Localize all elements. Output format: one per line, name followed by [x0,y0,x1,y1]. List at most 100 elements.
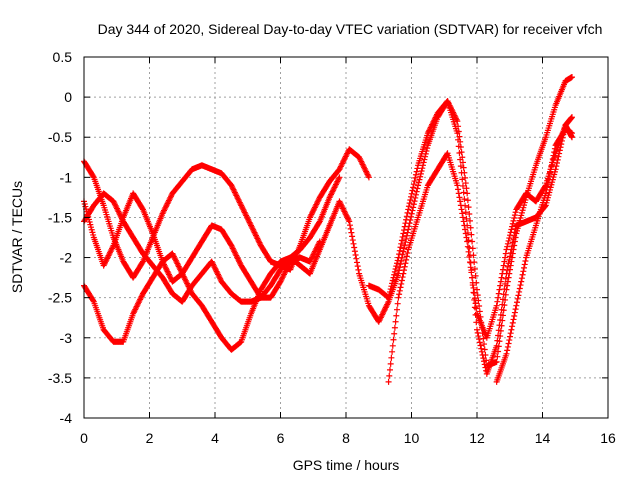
data-point [459,182,466,189]
data-point [498,322,505,329]
data-point [412,171,419,178]
data-point [409,187,416,194]
data-point [417,170,424,177]
data-point [462,180,469,187]
data-point [481,346,488,353]
data-point [410,181,417,188]
x-axis-label: GPS time / hours [293,457,400,473]
data-point [396,251,403,258]
data-point [421,156,428,163]
data-point [473,305,480,312]
data-point [504,343,511,350]
data-point [459,210,466,217]
data-point [463,234,470,241]
data-point [549,155,556,162]
data-point [474,286,480,293]
data-point [506,337,513,344]
data-point [353,255,360,262]
data-point [455,123,462,130]
data-point [410,204,417,211]
data-point [471,266,478,273]
data-point [458,206,465,213]
data-point [457,198,464,205]
data-point [390,336,397,343]
data-point [407,196,414,203]
data-point [507,229,514,236]
data-point [414,165,421,172]
data-point [542,190,549,197]
data-point [391,268,398,275]
data-point [404,229,411,236]
data-point [461,222,468,229]
data-point [455,186,462,193]
data-point [460,189,467,196]
series-track-2 [81,146,372,281]
data-point [481,341,488,348]
data-point [404,249,411,256]
data-point [386,372,393,379]
data-point [400,230,407,237]
data-point [470,252,477,259]
data-point [387,360,394,367]
data-point [401,227,408,234]
data-point [471,295,478,302]
data-point [548,162,555,169]
data-point [393,263,400,270]
data-point [475,333,482,340]
data-point [404,209,411,216]
data-point [466,211,473,218]
data-point [463,185,470,192]
data-point [551,145,558,152]
data-point [393,306,400,313]
data-point [511,242,518,249]
data-point [518,278,525,285]
data-point [403,253,410,260]
data-point [549,159,556,166]
y-tick-label: -2 [60,250,73,266]
x-tick-label: 2 [146,430,154,446]
y-tick-label: -0.5 [48,129,72,145]
data-point [401,245,408,252]
data-point [506,333,513,340]
data-point [509,223,516,230]
data-point [387,286,394,293]
data-point [499,312,506,319]
data-point [545,176,552,183]
y-tick-label: 0.5 [53,49,73,65]
y-tick-label: -3.5 [48,370,72,386]
data-point [555,153,562,160]
data-point [505,340,512,347]
data-point [469,279,476,286]
series-track-1 [81,222,333,353]
data-marks [81,74,575,385]
data-point [476,339,483,346]
data-point [351,248,358,255]
data-point [543,186,550,193]
data-point [454,118,461,125]
data-point [399,233,406,240]
data-point [316,238,323,245]
data-point [509,319,516,326]
data-point [392,266,399,273]
data-point [389,280,396,287]
data-point [468,269,475,276]
data-point [497,278,504,285]
data-point [556,147,563,154]
data-point [501,258,508,265]
data-point [505,237,512,244]
data-point [396,287,403,294]
data-point [386,366,393,373]
data-point [90,173,97,180]
data-point [408,190,415,197]
data-point [400,270,407,277]
data-point [500,307,507,314]
data-point [456,194,463,201]
data-point [401,223,408,230]
data-point [495,348,502,355]
data-point [391,330,398,337]
data-point [399,274,406,281]
data-point [493,358,500,365]
data-point [475,297,482,304]
data-point [396,291,403,298]
data-point [459,214,466,221]
